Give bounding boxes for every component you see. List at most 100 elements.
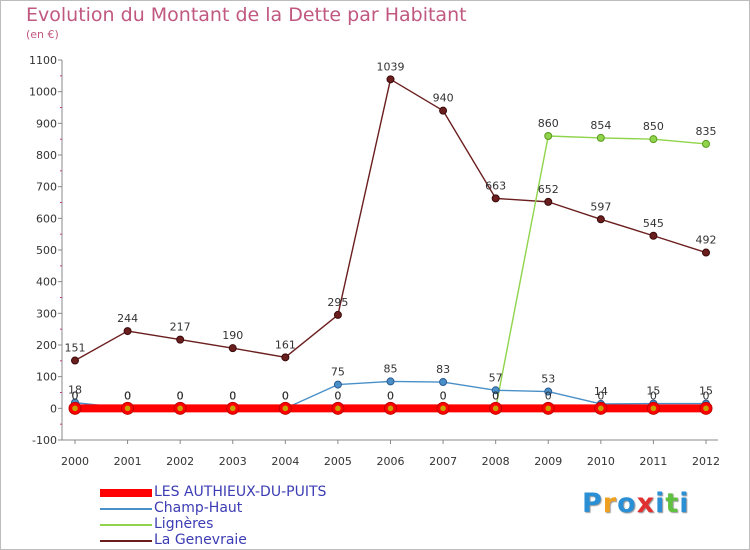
data-label: 0 bbox=[387, 389, 394, 402]
data-label: 83 bbox=[436, 363, 450, 376]
x-tick-label: 2005 bbox=[324, 455, 352, 468]
chart-title: Evolution du Montant de la Dette par Hab… bbox=[26, 4, 467, 26]
x-tick-label: 2009 bbox=[534, 455, 562, 468]
data-point bbox=[544, 387, 553, 396]
brand-letter: o bbox=[617, 488, 637, 519]
data-point bbox=[649, 135, 658, 144]
data-point-center bbox=[124, 405, 131, 412]
legend-label: Lignères bbox=[154, 516, 214, 532]
data-label: 0 bbox=[229, 389, 236, 402]
data-label: 0 bbox=[545, 389, 552, 402]
data-label: 18 bbox=[68, 384, 82, 397]
data-point-center bbox=[282, 405, 289, 412]
data-label: 0 bbox=[177, 389, 184, 402]
data-label: 53 bbox=[541, 373, 555, 386]
legend-swatch bbox=[100, 524, 152, 526]
data-label: 835 bbox=[696, 125, 717, 138]
data-label: 850 bbox=[643, 120, 664, 133]
data-label: 217 bbox=[170, 321, 191, 334]
data-label: 0 bbox=[72, 389, 79, 402]
brand-logo: Proxiti bbox=[582, 488, 690, 519]
data-point bbox=[702, 139, 710, 148]
data-point bbox=[544, 197, 553, 206]
data-label: 0 bbox=[177, 389, 184, 402]
data-label: 0 bbox=[124, 389, 131, 402]
brand-letter: i bbox=[655, 488, 666, 519]
data-label: 85 bbox=[384, 362, 398, 375]
data-point bbox=[491, 194, 500, 203]
x-tick-label: 2010 bbox=[587, 455, 615, 468]
data-label: 0 bbox=[229, 389, 236, 402]
series-3 bbox=[68, 401, 713, 415]
data-label: 860 bbox=[538, 117, 559, 130]
data-point bbox=[386, 377, 395, 386]
data-point-center bbox=[440, 405, 446, 412]
data-label: 0 bbox=[703, 389, 710, 402]
y-tick-label: 300 bbox=[36, 307, 57, 320]
data-label: 75 bbox=[331, 366, 345, 379]
x-tick-label: 2003 bbox=[219, 455, 247, 468]
data-label: 597 bbox=[590, 200, 611, 213]
data-point-center bbox=[335, 405, 341, 412]
series-line bbox=[74, 78, 707, 362]
data-label: 0 bbox=[124, 389, 131, 402]
data-point bbox=[491, 386, 500, 395]
y-tick-label: 600 bbox=[36, 212, 57, 225]
series-0 bbox=[71, 75, 710, 365]
data-label: 0 bbox=[650, 389, 657, 402]
data-point-center bbox=[387, 405, 394, 412]
x-tick-label: 2011 bbox=[639, 455, 667, 468]
data-point bbox=[228, 344, 237, 353]
data-label: 244 bbox=[117, 312, 138, 325]
data-point-center bbox=[650, 405, 657, 412]
data-point bbox=[544, 132, 553, 140]
x-tick-label: 2008 bbox=[482, 455, 510, 468]
chart-subtitle: (en €) bbox=[26, 28, 59, 41]
data-point-center bbox=[492, 405, 499, 412]
legend-swatch bbox=[100, 540, 152, 542]
data-point bbox=[439, 378, 448, 387]
y-tick-label: 1100 bbox=[29, 54, 57, 67]
data-label: 0 bbox=[334, 389, 341, 402]
data-label: 295 bbox=[327, 296, 348, 309]
data-label: 854 bbox=[590, 119, 611, 132]
data-label: 0 bbox=[282, 389, 289, 402]
data-point-center bbox=[229, 405, 236, 412]
data-label: 663 bbox=[485, 179, 506, 192]
data-point bbox=[176, 335, 185, 344]
data-label: 15 bbox=[646, 385, 660, 398]
data-point bbox=[649, 231, 658, 240]
y-tick-label: 500 bbox=[36, 244, 57, 257]
data-label: 0 bbox=[229, 389, 236, 402]
data-point-center bbox=[598, 405, 604, 412]
data-label: 1039 bbox=[377, 60, 405, 73]
data-label-layer: 151 244 217 190 161 295 1039 940 663 652 597 545 492… bbox=[65, 60, 717, 402]
data-point-center bbox=[177, 405, 183, 412]
series-layer bbox=[68, 75, 713, 415]
brand-letter: P bbox=[582, 488, 603, 519]
y-tick-label: -100 bbox=[32, 434, 57, 447]
data-label: 0 bbox=[387, 389, 394, 402]
data-label: 0 bbox=[124, 389, 131, 402]
data-label: 190 bbox=[222, 329, 243, 342]
data-label: 0 bbox=[177, 389, 184, 402]
data-label: 151 bbox=[65, 342, 86, 355]
data-label: 0 bbox=[597, 389, 604, 402]
x-tick-label: 2000 bbox=[61, 455, 89, 468]
legend-label: LES AUTHIEUX-DU-PUITS bbox=[154, 484, 327, 500]
data-point-center bbox=[72, 405, 78, 412]
brand-letter: x bbox=[636, 488, 656, 519]
data-label: 0 bbox=[440, 389, 447, 402]
data-point-center bbox=[545, 405, 552, 412]
data-point bbox=[281, 353, 290, 362]
data-point bbox=[702, 248, 710, 257]
data-label: 0 bbox=[492, 389, 499, 402]
data-label: 0 bbox=[492, 389, 499, 402]
data-label: 492 bbox=[696, 234, 717, 247]
y-tick-label: 1000 bbox=[29, 86, 57, 99]
y-tick-label: 100 bbox=[36, 371, 57, 384]
data-label: 0 bbox=[72, 389, 79, 402]
axes: -100010020030040050060070080090010001100… bbox=[29, 54, 720, 468]
